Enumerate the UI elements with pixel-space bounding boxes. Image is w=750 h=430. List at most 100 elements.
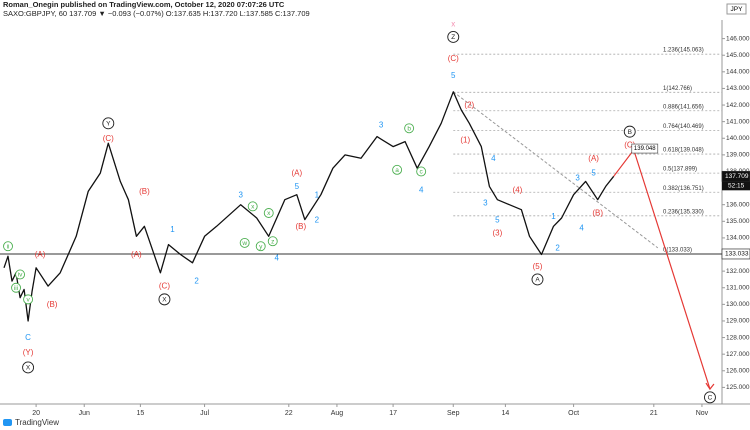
countdown-box xyxy=(722,181,750,191)
wave-circle xyxy=(23,294,34,305)
wave-circle xyxy=(102,117,115,130)
wave-label: 2 xyxy=(315,215,320,224)
y-tick-label: 144.000 xyxy=(726,69,750,76)
wave-label: C xyxy=(25,333,31,342)
wave-label: 2 xyxy=(555,243,560,252)
y-tick-label: 134.000 xyxy=(726,235,750,242)
y-tick-label: 145.000 xyxy=(726,52,750,59)
x-tick-label: 17 xyxy=(389,410,397,417)
wave-label: a xyxy=(395,167,399,174)
wave-circle xyxy=(404,123,415,134)
wave-label: 4 xyxy=(275,253,280,262)
wave-label: x xyxy=(267,210,271,217)
y-tick-label: 142.000 xyxy=(726,102,750,109)
wave-label: Y xyxy=(106,121,111,128)
wave-circle xyxy=(255,241,266,252)
wave-circle xyxy=(531,273,544,286)
wave-label: C xyxy=(708,395,713,402)
footer-logo: TradingView xyxy=(15,418,59,427)
wave-circle xyxy=(263,208,274,218)
wave-label: (B) xyxy=(592,209,603,218)
fib-label: 0.764(140.469) xyxy=(663,124,704,130)
wave-label: b xyxy=(407,126,411,133)
header-line1: Roman_Onegin published on TradingView.co… xyxy=(3,0,285,9)
currency-box xyxy=(726,3,747,15)
y-tick-label: 146.000 xyxy=(726,35,750,42)
y-tick-label: 139.000 xyxy=(726,152,750,159)
wave-label: Z xyxy=(451,34,455,41)
wave-label: 4 xyxy=(419,185,424,194)
x-tick-label: 20 xyxy=(32,410,40,417)
wave-circle xyxy=(15,269,26,280)
fib-label: 0.5(137.899) xyxy=(663,167,697,173)
wave-label: 3 xyxy=(483,199,488,208)
wave-circle xyxy=(447,30,460,43)
wave-label: (C) xyxy=(103,134,114,143)
x-tick-label: Jul xyxy=(200,410,209,417)
wave-label: (C) xyxy=(624,141,635,150)
fib-label: 0.382(136.751) xyxy=(663,186,704,192)
wave-label: y xyxy=(259,243,263,250)
x-tick-label: 15 xyxy=(136,410,144,417)
y-tick-label: 129.000 xyxy=(726,318,750,325)
price-box-label: 139.048 xyxy=(634,146,656,152)
x-tick-label: Oct xyxy=(568,410,579,417)
wave-circle xyxy=(11,282,21,293)
wave-label: x xyxy=(451,19,455,28)
y-tick-label: 131.000 xyxy=(726,284,750,291)
wave-label: (B) xyxy=(139,187,150,196)
wave-label: w xyxy=(241,240,247,247)
fib-label: 0.886(141.656) xyxy=(663,104,704,110)
y-tick-label: 143.000 xyxy=(726,85,750,92)
price-line xyxy=(3,91,615,322)
wave-label: (5) xyxy=(533,262,543,271)
wave-circle xyxy=(267,236,278,247)
wave-circle xyxy=(392,164,403,175)
wave-label: iii xyxy=(14,285,18,292)
wave-label: iv xyxy=(18,272,23,279)
y-tick-label: 132.000 xyxy=(726,268,750,275)
wave-label: v xyxy=(26,297,30,304)
x-tick-label: Jun xyxy=(79,410,90,417)
wave-label: 4 xyxy=(579,224,584,233)
wave-label: X xyxy=(26,365,31,372)
y-tick-label: 128.000 xyxy=(726,334,750,341)
fib-label: 1.236(145.063) xyxy=(663,48,704,54)
wave-label: X xyxy=(162,297,167,304)
wave-label: 5 xyxy=(591,169,596,178)
fib-label: 0.618(139.048) xyxy=(663,148,704,154)
wave-label: z xyxy=(271,238,274,245)
wave-label: A xyxy=(535,277,540,284)
x-tick-label: 14 xyxy=(502,410,510,417)
wave-label: (B) xyxy=(47,300,58,309)
y-tick-label: 127.000 xyxy=(726,351,750,358)
header-line2: SAXO:GBPJPY, 60 137.709 ▼ −0.093 (−0.07%… xyxy=(3,9,310,18)
y-tick-label: 126.000 xyxy=(726,368,750,375)
wave-circle xyxy=(239,237,250,248)
wave-label: 5 xyxy=(451,71,456,80)
countdown: 52:15 xyxy=(728,183,745,190)
x-tick-label: Aug xyxy=(331,410,344,417)
x-tick-label: 22 xyxy=(285,410,293,417)
fib-label: 0(133.033) xyxy=(663,248,692,254)
wave-label: 1 xyxy=(170,225,175,234)
y-tick-label: 140.000 xyxy=(726,135,750,142)
wave-label: 5 xyxy=(495,215,500,224)
y-tick-label: 130.000 xyxy=(726,301,750,308)
x-tick-label: Sep xyxy=(447,410,460,417)
wave-label: (A) xyxy=(131,250,142,259)
wave-circle xyxy=(247,201,258,212)
wave-label: (A) xyxy=(35,250,46,259)
wave-label: 3 xyxy=(238,190,243,199)
price-tag-label: 137.709 xyxy=(725,173,749,180)
wave-circle xyxy=(704,391,716,404)
wave-label: (B) xyxy=(295,222,306,231)
wave-label: (3) xyxy=(492,229,502,238)
x-tick-label: 21 xyxy=(650,410,658,417)
fib-label: 0.236(135.330) xyxy=(663,209,704,215)
wave-label: (A) xyxy=(588,154,599,163)
wave-circle xyxy=(416,166,427,177)
